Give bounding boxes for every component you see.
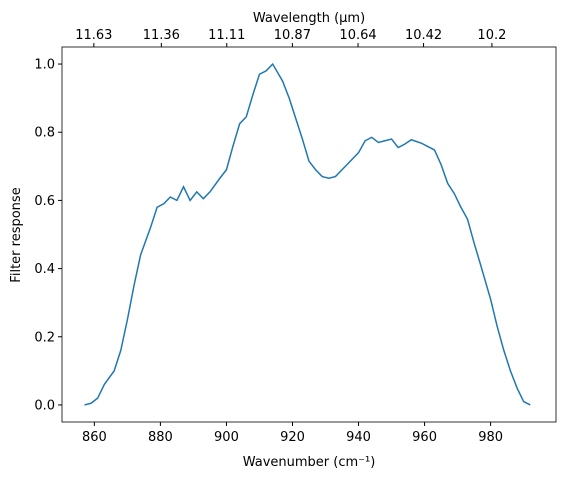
x2-axis-label: Wavelength (μm) — [253, 11, 365, 26]
x-tick-label: 900 — [214, 430, 239, 445]
y-tick-label: 0.2 — [34, 330, 55, 345]
x2-tick-label: 11.63 — [75, 28, 112, 43]
x2-tick-label: 11.36 — [143, 28, 180, 43]
x-tick-label: 960 — [412, 430, 437, 445]
y-tick-label: 0.0 — [34, 398, 55, 413]
y-tick-label: 1.0 — [34, 58, 55, 73]
x-tick-label: 880 — [148, 430, 173, 445]
y-tick-label: 0.6 — [34, 194, 55, 209]
y-tick-label: 0.4 — [34, 262, 55, 277]
x-tick-label: 940 — [346, 430, 371, 445]
x2-tick-label: 10.42 — [405, 28, 442, 43]
x-axis-label: Wavenumber (cm⁻¹) — [243, 455, 376, 470]
y-axis-label: Filter response — [9, 187, 24, 282]
x-tick-label: 980 — [478, 430, 503, 445]
x-tick-label: 860 — [82, 430, 107, 445]
x2-tick-label: 11.11 — [208, 28, 245, 43]
plot-frame — [61, 46, 557, 423]
x-tick-label: 920 — [280, 430, 305, 445]
x2-tick-label: 10.64 — [339, 28, 376, 43]
y-tick-label: 0.8 — [34, 126, 55, 141]
x2-tick-label: 10.2 — [477, 28, 506, 43]
data-line — [84, 62, 531, 406]
x2-tick-label: 10.87 — [274, 28, 311, 43]
